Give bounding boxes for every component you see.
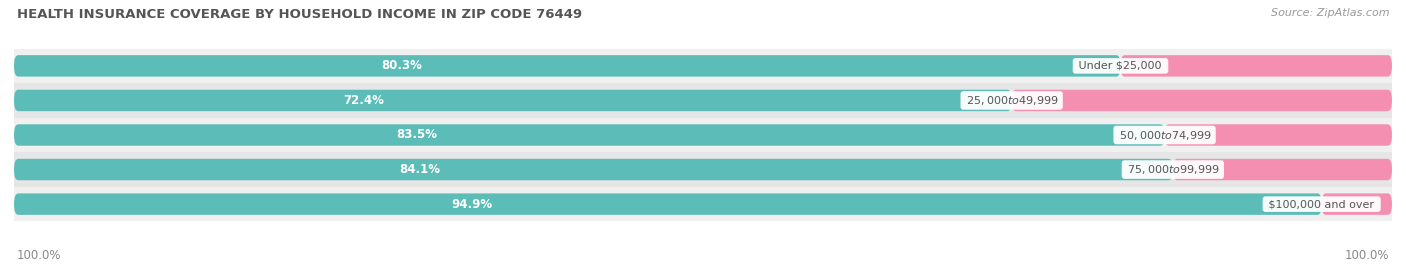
Text: 72.4%: 72.4% — [343, 94, 384, 107]
FancyBboxPatch shape — [1322, 193, 1392, 215]
Text: 100.0%: 100.0% — [1344, 249, 1389, 262]
Text: 84.1%: 84.1% — [399, 163, 440, 176]
Bar — [14, 49, 1392, 83]
FancyBboxPatch shape — [14, 90, 1012, 111]
Text: $50,000 to $74,999: $50,000 to $74,999 — [1116, 129, 1213, 141]
Text: $100,000 and over: $100,000 and over — [1265, 199, 1378, 209]
Text: $75,000 to $99,999: $75,000 to $99,999 — [1125, 163, 1222, 176]
Text: Source: ZipAtlas.com: Source: ZipAtlas.com — [1271, 8, 1389, 18]
Text: 100.0%: 100.0% — [17, 249, 62, 262]
Bar — [14, 187, 1392, 221]
FancyBboxPatch shape — [14, 159, 1173, 180]
FancyBboxPatch shape — [14, 193, 1322, 215]
Text: 80.3%: 80.3% — [381, 59, 422, 72]
FancyBboxPatch shape — [1173, 159, 1392, 180]
FancyBboxPatch shape — [1164, 124, 1392, 146]
Text: 83.5%: 83.5% — [396, 129, 437, 141]
FancyBboxPatch shape — [14, 55, 1121, 77]
Text: 94.9%: 94.9% — [451, 198, 492, 211]
FancyBboxPatch shape — [14, 124, 1164, 146]
FancyBboxPatch shape — [1121, 55, 1392, 77]
Text: HEALTH INSURANCE COVERAGE BY HOUSEHOLD INCOME IN ZIP CODE 76449: HEALTH INSURANCE COVERAGE BY HOUSEHOLD I… — [17, 8, 582, 21]
Text: $25,000 to $49,999: $25,000 to $49,999 — [963, 94, 1060, 107]
Text: Under $25,000: Under $25,000 — [1076, 61, 1166, 71]
Bar — [14, 118, 1392, 152]
Bar — [14, 83, 1392, 118]
Bar — [14, 152, 1392, 187]
FancyBboxPatch shape — [1012, 90, 1392, 111]
